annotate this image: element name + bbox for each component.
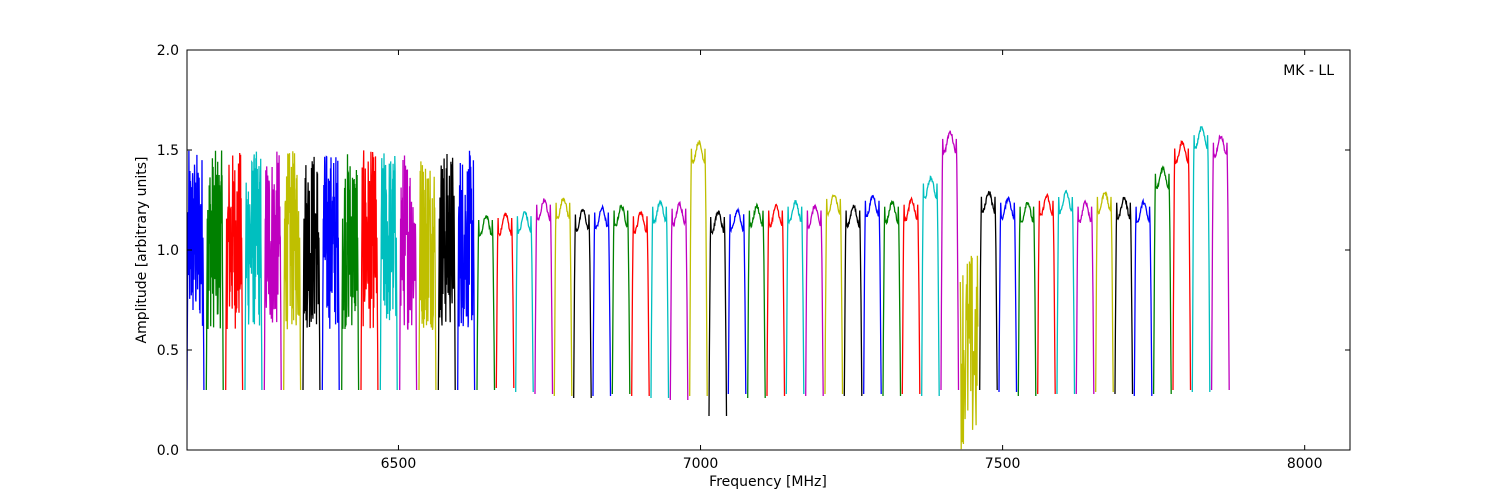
- spectrum-segment: [611, 204, 631, 395]
- spectrum-segment: [263, 151, 282, 391]
- series-layer: [187, 126, 1230, 450]
- spectrum-segment: [689, 140, 708, 397]
- spectrum-segment: [940, 130, 960, 391]
- spectrum-segment: [843, 204, 863, 397]
- spectrum-segment: [399, 155, 418, 391]
- x-tick-label: 7000: [683, 456, 719, 472]
- spectrum-segment: [766, 203, 786, 397]
- spectrum-segment: [1191, 126, 1211, 393]
- spectrum-segment: [959, 255, 979, 450]
- spectrum-segment: [225, 152, 244, 391]
- spectrum-segment: [901, 196, 921, 395]
- spectrum-segment: [708, 210, 728, 417]
- y-axis-label: Amplitude [arbitrary units]: [134, 157, 150, 344]
- spectrum-segment: [998, 196, 1018, 393]
- spectrum-segment: [1075, 199, 1095, 395]
- x-tick-label: 8000: [1287, 456, 1323, 472]
- spectrum-segment: [592, 203, 612, 397]
- spectrum-segment: [515, 211, 534, 393]
- spectrum-segment: [1056, 189, 1076, 395]
- x-axis-label: Frequency [MHz]: [709, 474, 827, 490]
- spectrum-segment: [379, 153, 398, 391]
- spectrum-segment: [244, 151, 263, 391]
- spectrum-segment: [631, 210, 650, 397]
- spectrum-segment: [863, 194, 882, 395]
- spectrum-segment: [418, 161, 437, 391]
- y-tick-label: 1.5: [157, 143, 179, 159]
- annotation-label: MK - LL: [1283, 63, 1334, 79]
- spectrum-segment: [1210, 134, 1230, 391]
- x-tick-label: 7500: [985, 456, 1021, 472]
- spectrum-segment: [205, 150, 224, 391]
- spectrum-segment: [302, 156, 321, 391]
- spectrum-segment: [1114, 196, 1134, 395]
- spectrum-segment: [1172, 139, 1192, 391]
- spectrum-segment: [650, 199, 670, 399]
- y-tick-label: 2.0: [157, 43, 179, 59]
- spectrum-segment: [457, 150, 476, 391]
- spectrum-segment: [553, 197, 573, 397]
- spectrum-segment: [321, 155, 340, 391]
- spectrum-segment: [360, 150, 379, 391]
- spectrum-segment: [979, 190, 998, 391]
- y-tick-label: 0.5: [157, 343, 179, 359]
- spectrum-segment: [534, 198, 554, 395]
- x-tick-label: 6500: [381, 456, 417, 472]
- spectrum-segment: [1152, 165, 1172, 395]
- spectrum-segment: [785, 200, 805, 395]
- spectrum-segment: [727, 207, 747, 395]
- spectrum-segment: [747, 202, 766, 399]
- tick-layer: 6500 7000 7500 8000 0.0 0.5 1.0 1.5 2.0: [157, 43, 1350, 472]
- spectrum-segment: [1017, 201, 1037, 397]
- spectrum-segment: [669, 200, 689, 401]
- spectrum-segment: [1133, 197, 1153, 397]
- y-tick-label: 1.0: [157, 243, 179, 259]
- spectrum-segment: [921, 175, 940, 397]
- spectrum-segment: [1095, 191, 1114, 393]
- spectrum-segment: [187, 150, 205, 391]
- spectrum-segment: [283, 151, 302, 391]
- spectrum-segment: [1037, 192, 1056, 395]
- spectrum-segment: [341, 154, 360, 391]
- spectrum-segment: [824, 194, 844, 395]
- spectrum-segment: [476, 215, 496, 391]
- spectrum-segment: [882, 199, 902, 397]
- spectrum-segment: [495, 212, 515, 389]
- spectrum-segment: [437, 153, 456, 391]
- spectrum-segment: [805, 203, 824, 397]
- spectrum-segment: [573, 208, 592, 399]
- y-tick-label: 0.0: [157, 443, 179, 459]
